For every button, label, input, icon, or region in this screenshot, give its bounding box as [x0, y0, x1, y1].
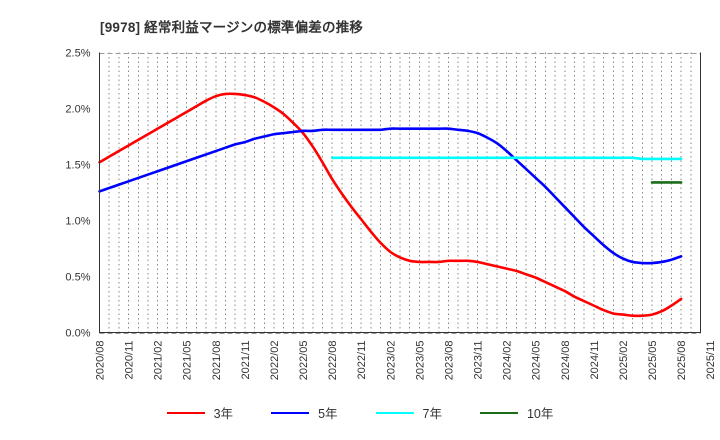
svg-text:2021/08: 2021/08	[211, 341, 223, 381]
legend-item-label: 10年	[526, 407, 554, 421]
legend-color-swatch	[166, 411, 205, 414]
svg-text:2024/08: 2024/08	[560, 341, 572, 381]
svg-text:2024/11: 2024/11	[589, 341, 601, 380]
series-layer	[98, 92, 683, 318]
legend-color-swatch	[375, 411, 414, 414]
svg-text:0.0%: 0.0%	[65, 328, 90, 340]
legend-color-swatch	[271, 411, 310, 414]
legend-item-label: 5年	[318, 407, 338, 421]
legend-item[interactable]: 5年	[271, 403, 338, 422]
chart-title: [9978] 経常利益マージンの標準偏差の推移	[100, 20, 364, 35]
svg-text:2022/11: 2022/11	[356, 341, 368, 380]
legend-item[interactable]: 7年	[375, 403, 442, 422]
axis-layer	[98, 52, 702, 334]
svg-text:2023/08: 2023/08	[443, 341, 455, 381]
chart-legend: 3年 5年 7年 10年	[0, 403, 720, 422]
svg-text:2024/02: 2024/02	[502, 341, 514, 381]
svg-text:2025/05: 2025/05	[647, 341, 659, 381]
svg-text:2023/05: 2023/05	[414, 341, 426, 381]
svg-text:2020/11: 2020/11	[124, 341, 136, 380]
svg-text:2021/11: 2021/11	[240, 341, 252, 380]
svg-text:2022/08: 2022/08	[327, 341, 339, 381]
x-axis-tick-labels: 2020/08 2020/11 2021/02 2021/05 2021/08 2021/…	[95, 341, 718, 381]
svg-text:0.5%: 0.5%	[65, 272, 90, 284]
svg-text:2020/08: 2020/08	[95, 341, 107, 381]
legend-item-label: 3年	[213, 407, 234, 421]
svg-text:1.5%: 1.5%	[65, 160, 90, 172]
svg-text:2025/11: 2025/11	[705, 341, 717, 380]
svg-text:2.5%: 2.5%	[65, 48, 90, 60]
svg-text:2023/02: 2023/02	[385, 341, 397, 381]
legend-item-label: 7年	[422, 407, 442, 421]
svg-text:2022/05: 2022/05	[298, 341, 310, 381]
grid-layer	[99, 52, 701, 334]
svg-text:2025/08: 2025/08	[676, 341, 688, 381]
svg-text:2021/05: 2021/05	[182, 341, 194, 381]
svg-text:2022/02: 2022/02	[269, 341, 281, 381]
svg-text:2.0%: 2.0%	[65, 104, 90, 116]
legend-item[interactable]: 10年	[479, 403, 554, 422]
svg-text:2021/02: 2021/02	[153, 341, 165, 381]
svg-text:2024/05: 2024/05	[531, 341, 543, 381]
legend-color-swatch	[479, 411, 518, 414]
svg-text:2025/02: 2025/02	[618, 341, 630, 381]
legend-item[interactable]: 3年	[166, 403, 234, 422]
y-axis-tick-labels: 0.0% 0.5% 1.0% 1.5% 2.0% 2.5%	[65, 48, 90, 340]
svg-text:2023/11: 2023/11	[473, 341, 485, 380]
svg-text:1.0%: 1.0%	[65, 216, 90, 228]
